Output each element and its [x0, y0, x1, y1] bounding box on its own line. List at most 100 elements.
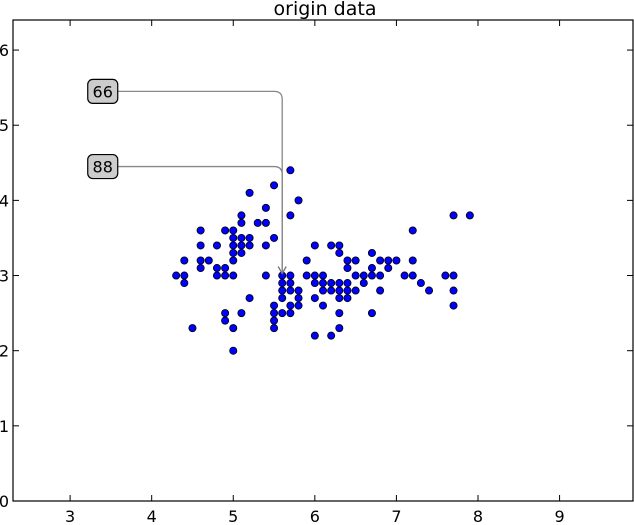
y-tick-label: 6 [0, 41, 9, 60]
data-point [335, 324, 344, 333]
data-point [408, 256, 417, 265]
data-point [237, 309, 246, 318]
annotation-arrow [117, 165, 287, 275]
y-tick-label: 3 [0, 267, 9, 286]
data-point [335, 279, 344, 288]
annotation-box [87, 78, 119, 104]
data-point [270, 233, 279, 242]
data-point [221, 264, 230, 273]
data-point [229, 271, 238, 280]
data-point [278, 294, 287, 303]
data-point [425, 286, 434, 295]
data-point [400, 271, 409, 280]
data-point [335, 248, 344, 257]
data-point [318, 301, 327, 310]
points-layer [172, 166, 474, 355]
data-point [318, 271, 327, 280]
data-point [261, 241, 270, 250]
data-point [237, 248, 246, 257]
data-point [294, 294, 303, 303]
data-point [392, 256, 401, 265]
data-point [188, 324, 197, 333]
data-point [221, 271, 230, 280]
data-point [229, 226, 238, 235]
annotation-label: 88 [93, 158, 113, 177]
data-point [229, 248, 238, 257]
data-point [351, 256, 360, 265]
data-point [270, 309, 279, 318]
data-point [376, 256, 385, 265]
data-point [384, 264, 393, 273]
data-point [294, 196, 303, 205]
data-point [270, 324, 279, 333]
data-point [237, 233, 246, 242]
y-tick-label: 1 [0, 417, 9, 436]
data-point [327, 279, 336, 288]
x-tick-label: 8 [473, 507, 483, 525]
x-tick-label: 4 [147, 507, 157, 525]
data-point [408, 271, 417, 280]
y-tick-label: 4 [0, 191, 9, 210]
data-point [335, 309, 344, 318]
y-tick-label: 0 [0, 492, 9, 511]
data-point [416, 279, 425, 288]
data-point [237, 241, 246, 250]
data-point [310, 294, 319, 303]
data-point [310, 331, 319, 340]
data-point [294, 301, 303, 310]
data-point [335, 241, 344, 250]
data-point [278, 286, 287, 295]
data-point [449, 301, 458, 310]
x-tick-label: 5 [228, 507, 238, 525]
data-point [253, 218, 262, 227]
data-point [327, 331, 336, 340]
data-point [229, 346, 238, 355]
y-tick-label: 2 [0, 342, 9, 361]
x-tick-label: 9 [554, 507, 564, 525]
data-point [270, 301, 279, 310]
data-point [221, 309, 230, 318]
data-point [327, 241, 336, 250]
data-point [245, 294, 254, 303]
data-point [180, 279, 189, 288]
data-point [204, 256, 213, 265]
data-point [449, 211, 458, 220]
data-point [441, 271, 450, 280]
data-point [229, 233, 238, 242]
data-point [286, 301, 295, 310]
chart-title: origin data [274, 0, 377, 20]
data-point [376, 271, 385, 280]
data-point [245, 233, 254, 242]
data-point [286, 166, 295, 175]
y-tick-label: 5 [0, 116, 9, 135]
data-point [302, 271, 311, 280]
annotation-arrow [117, 90, 287, 275]
data-point [351, 286, 360, 295]
data-point [367, 264, 376, 273]
data-point [196, 226, 205, 235]
data-point [261, 218, 270, 227]
data-point [270, 316, 279, 325]
data-point [367, 309, 376, 318]
data-point [359, 271, 368, 280]
annotations-layer: 66 88 [87, 78, 287, 275]
data-point [245, 188, 254, 197]
data-point [212, 271, 221, 280]
x-tick-label: 6 [310, 507, 320, 525]
data-point [310, 271, 319, 280]
data-point [270, 181, 279, 190]
data-point [237, 211, 246, 220]
data-point [196, 256, 205, 265]
data-point [343, 256, 352, 265]
data-point [212, 264, 221, 273]
plot-frame [12, 19, 634, 502]
data-point [229, 241, 238, 250]
data-point [180, 256, 189, 265]
data-point [318, 286, 327, 295]
data-point [327, 286, 336, 295]
data-point [229, 256, 238, 265]
data-point [343, 264, 352, 273]
data-point [196, 241, 205, 250]
data-point [302, 256, 311, 265]
